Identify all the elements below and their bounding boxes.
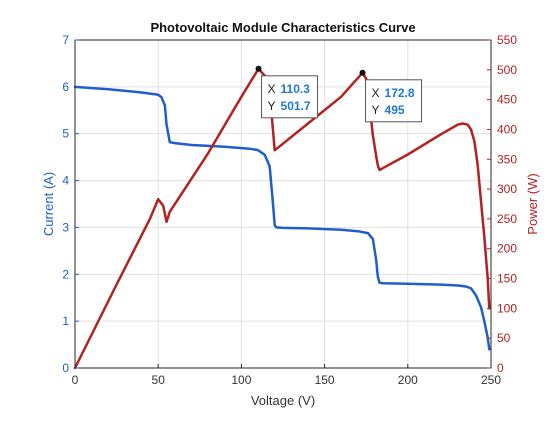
datatip-box [365,79,423,123]
y-right-tick-label: 200 [497,242,517,256]
y-right-tick-label: 100 [497,301,517,315]
y-right-axis-label: Power (W) [525,173,540,234]
datatip-box [261,75,319,119]
datatip-y-value: 501.7 [281,99,311,113]
x-axis-label: Voltage (V) [251,393,315,408]
y-left-tick-label: 5 [62,127,69,141]
y-left-tick-label: 1 [62,314,69,328]
datatip-x-value: 172.8 [385,86,415,100]
y-right-tick-label: 550 [497,33,517,47]
datatip-x-label: X [268,82,276,96]
current-series-line [73,85,491,351]
y-left-tick-label: 7 [62,33,69,47]
datatip[interactable]: X 172.8 Y 495 [359,69,423,123]
y-right-tick-label: 500 [497,63,517,77]
y-left-axis-label: Current (A) [41,172,56,236]
y-left-tick-label: 0 [62,361,69,375]
plot-frame [74,39,492,369]
x-tick-label: 150 [315,373,335,387]
y-right-tick-label: 450 [497,93,517,107]
y-right-tick-label: 0 [497,361,504,375]
y-right-tick-label: 300 [497,182,517,196]
x-tick-label: 200 [398,373,418,387]
y-right-tick-label: 350 [497,152,517,166]
y-right-tick-label: 50 [497,331,511,345]
datatip-marker[interactable] [359,69,366,76]
datatip-marker[interactable] [255,65,262,72]
y-right-tick-label: 400 [497,122,517,136]
datatip-x-value: 110.3 [281,82,311,96]
y-left-tick-label: 4 [62,174,69,188]
datatip-y-value: 495 [385,103,405,117]
datatips[interactable]: X 110.3 Y 501.7 X 172.8 Y 495 [255,65,423,123]
chart-title: Photovoltaic Module Characteristics Curv… [150,20,415,35]
y-left-tick-label: 2 [62,267,69,281]
y-left-tick-label: 6 [62,80,69,94]
datatip-y-label: Y [268,99,276,113]
ticks: 0 50 100 150 200 2500123456705010015020025030… [62,33,517,387]
x-tick-label: 250 [481,373,501,387]
x-tick-label: 50 [152,373,166,387]
x-tick-label: 0 [72,373,79,387]
y-right-tick-label: 250 [497,212,517,226]
y-right-tick-label: 150 [497,272,517,286]
datatip-x-label: X [372,86,380,100]
datatip-y-label: Y [372,103,380,117]
x-tick-label: 100 [231,373,251,387]
datatip[interactable]: X 110.3 Y 501.7 [255,65,319,119]
y-left-tick-label: 3 [62,220,69,234]
